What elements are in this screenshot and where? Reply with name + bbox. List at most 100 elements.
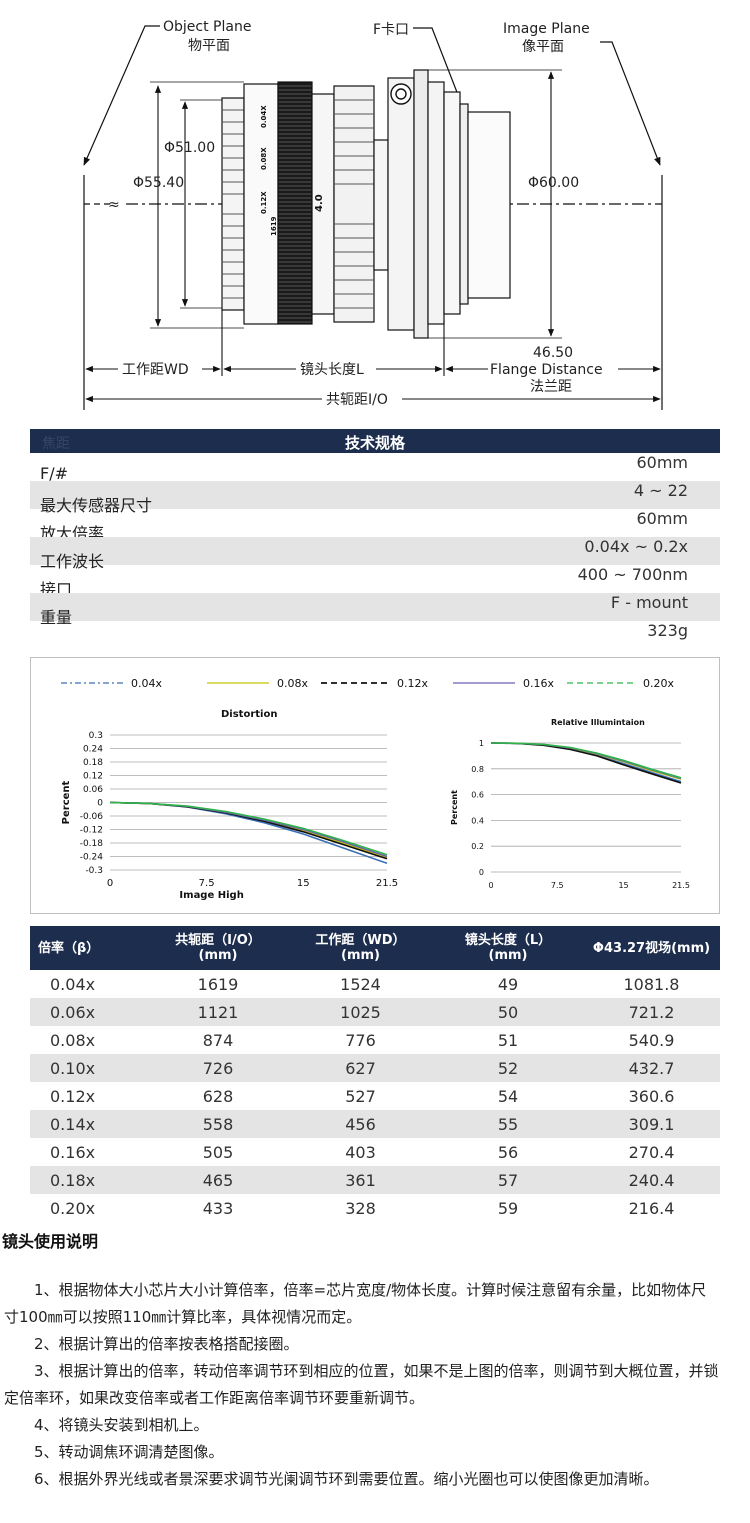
dim-horizontal-lines — [85, 310, 661, 403]
x-tick-label: 7.5 — [551, 881, 564, 890]
mag-header-cell: 共轭距（I/O） (mm) — [148, 926, 288, 970]
svg-text:4.0: 4.0 — [314, 194, 325, 212]
y-axis-label: Percent — [450, 790, 459, 825]
dim-phi55 — [150, 81, 244, 329]
table-row: 0.16x 505 403 56 270.4 — [30, 1138, 720, 1166]
y-tick-label: 1 — [479, 739, 484, 748]
image-plane-label-en: Image Plane — [503, 21, 590, 37]
spec-header-faded: 焦距 — [42, 436, 70, 452]
mag-header-row: 倍率（β） 共轭距（I/O） (mm) 工作距（WD） (mm) 镜头长度（L） (m… — [30, 926, 720, 970]
table-cell: 51 — [497, 1030, 519, 1050]
table-cell: 874 — [202, 1030, 234, 1050]
spec-row: F/# 60mm — [30, 453, 720, 483]
table-cell: 0.06x — [30, 998, 148, 1026]
series-line-0.04x — [109, 801, 388, 865]
ring-engravings: 0.04X 0.08X 0.12X 1619 4.0 — [260, 105, 325, 236]
table-cell: 309.1 — [583, 1110, 720, 1138]
spec-label: 重量 — [40, 608, 73, 627]
chart-title: Relative Illumintaion — [551, 718, 645, 727]
usage-step-1: 1、根据物体大小芯片大小计算倍率，倍率=芯片宽度/物体长度。计算时候注意留有余量… — [4, 1281, 707, 1326]
chart-1: Relative Illumintaion 1 0.8 0.6 0.4 0.2 00 7.5 1… — [450, 718, 690, 890]
table-cell: 432.7 — [583, 1054, 720, 1082]
spec-row: 放大倍率 60mm — [30, 509, 720, 543]
x-tick-label: 0 — [107, 878, 113, 889]
table-cell: 361 — [288, 1166, 433, 1194]
series-line-0.12x — [490, 742, 682, 784]
y-tick-label: 0.8 — [471, 765, 484, 774]
y-tick-label: 0.6 — [471, 791, 484, 800]
table-row: 0.12x 628 527 54 360.6 — [30, 1082, 720, 1110]
legend-item: 0.04x — [61, 677, 162, 690]
table-cell: 433 — [202, 1198, 234, 1218]
chart-0: Distortion 0.3 0.24 0.18 0.12 0.06 0 -0.06 -0.12… — [61, 709, 398, 901]
x-axis-label: Image High — [179, 890, 243, 901]
table-cell: 50 — [433, 998, 583, 1026]
table-cell: 0.12x — [50, 1086, 96, 1106]
table-cell: 558 — [148, 1110, 288, 1138]
y-tick-label: 0.3 — [89, 731, 103, 741]
io-label: 共轭距I/O — [326, 392, 388, 408]
table-cell: 49 — [497, 974, 519, 994]
table-cell: 628 — [202, 1086, 234, 1106]
spec-title: 技术规格 — [344, 434, 405, 452]
table-cell: 0.08x — [50, 1030, 96, 1050]
spec-label: 工作波长 — [40, 552, 105, 571]
y-tick-label: 0 — [479, 868, 484, 877]
y-tick-label: 0.06 — [83, 785, 103, 795]
spec-table: 焦距 技术规格 F/# 60mm 最大传感器尺寸 4 ~ 22 放大倍率 60m… — [30, 429, 720, 649]
y-tick-label: 0.4 — [471, 816, 484, 825]
legend-item: 0.20x — [567, 677, 674, 690]
table-cell: 240.4 — [583, 1166, 720, 1194]
series-line-0.04x — [490, 742, 682, 783]
y-tick-label: -0.06 — [80, 812, 104, 822]
table-cell: 456 — [288, 1110, 433, 1138]
f-mount-label: F卡口 — [373, 22, 409, 38]
table-cell: 1081.8 — [623, 974, 680, 994]
y-tick-label: -0.24 — [80, 853, 104, 863]
table-cell: 0.20x — [50, 1198, 96, 1218]
phi60-label: Φ60.00 — [528, 175, 579, 191]
x-tick-label: 7.5 — [199, 878, 215, 889]
table-row: 0.18x 465 361 57 240.4 — [30, 1166, 720, 1194]
charts-svg: 0.04x 0.08x 0.12x 0.16x 0.20x Distortion 0.3 0.… — [61, 677, 690, 901]
legend-label: 0.20x — [643, 677, 674, 690]
svg-text:0.04X: 0.04X — [260, 105, 268, 128]
wd-label: 工作距WD — [122, 362, 189, 378]
spec-value: 323g — [647, 621, 688, 640]
spec-value: 400 ~ 700nm — [577, 565, 688, 584]
table-row: 0.20x 433 328 59 216.4 — [30, 1194, 720, 1222]
x-tick-label: 15 — [297, 878, 310, 889]
lock-screw-icon — [390, 83, 412, 105]
legend-item: 0.08x — [207, 677, 308, 690]
image-plane-label-cn: 像平面 — [522, 39, 564, 55]
y-tick-label: 0 — [97, 799, 103, 809]
usage-step-5: 5、转动调焦环调清楚图像。 — [34, 1443, 224, 1461]
y-tick-label: 0.2 — [471, 842, 484, 851]
table-cell: 776 — [345, 1030, 376, 1050]
table-row: 0.08x 874 776 51 540.9 — [30, 1026, 720, 1054]
y-tick-label: -0.12 — [80, 826, 103, 836]
dim-phi60 — [428, 69, 562, 339]
table-cell: 540.9 — [628, 1030, 675, 1050]
spec-row: 工作波长 0.04x ~ 0.2x — [30, 537, 720, 571]
phi51-label: Φ51.00 — [164, 140, 215, 156]
object-plane-label-cn: 物平面 — [188, 38, 230, 54]
spec-label: 最大传感器尺寸 — [40, 496, 153, 515]
legend-label: 0.08x — [277, 677, 308, 690]
table-cell: 52 — [433, 1054, 583, 1082]
mag-header-cell: 镜头长度（L） (mm) — [433, 926, 583, 970]
flange-value: 46.50 — [533, 345, 573, 361]
spec-value: 60mm — [636, 453, 688, 472]
charts-panel: 0.04x 0.08x 0.12x 0.16x 0.20x Distortion 0.3 0.… — [30, 657, 720, 914]
legend-label: 0.04x — [131, 677, 162, 690]
table-row: 0.04x 1619 1524 49 1081.8 — [30, 970, 720, 998]
table-cell: 55 — [433, 1110, 583, 1138]
x-tick-label: 0 — [488, 881, 493, 890]
legend-label: 0.12x — [397, 677, 428, 690]
table-cell: 270.4 — [628, 1142, 675, 1162]
spec-value: F - mount — [610, 593, 688, 612]
y-tick-label: -0.18 — [80, 839, 104, 849]
usage-step-4: 4、将镜头安装到相机上。 — [34, 1416, 209, 1434]
table-cell: 360.6 — [628, 1086, 675, 1106]
spec-value: 0.04x ~ 0.2x — [584, 537, 688, 556]
